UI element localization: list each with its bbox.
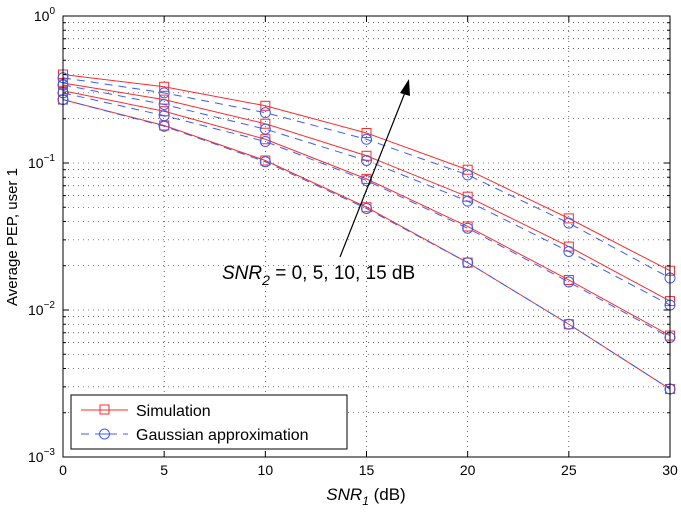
gaussian-marker [158, 120, 170, 132]
gaussian-marker [259, 123, 271, 135]
grid [63, 16, 670, 457]
series-line-gaussian-7 [62, 99, 671, 390]
simulation-marker [462, 164, 473, 175]
legend-box [70, 394, 348, 450]
gaussian-marker [158, 87, 170, 99]
x-tick-label: 25 [561, 462, 577, 478]
gaussian-marker [158, 110, 170, 122]
gaussian-marker [259, 107, 271, 119]
annotation-text: SNR2 = 0, 5, 10, 15 dB [222, 263, 415, 288]
series-line-gaussian-5 [62, 84, 671, 306]
annotation: SNR2 = 0, 5, 10, 15 dB [222, 79, 415, 288]
x-axis-label-unit: (dB) [369, 485, 406, 504]
x-tick-label: 20 [460, 462, 476, 478]
x-tick-label: 30 [662, 462, 678, 478]
gaussian-marker [158, 99, 170, 111]
legend-sim-marker [99, 404, 110, 415]
legend-gauss-label: Gaussian approximation [136, 427, 309, 444]
x-axis-label: SNR1 (dB) [326, 485, 405, 508]
x-tick-label: 0 [59, 462, 67, 478]
series-line-simulation-3 [62, 99, 671, 390]
y-tick-labels: 100 10−1 10−2 10−3 [28, 6, 55, 465]
annotation-arrowhead [400, 79, 410, 96]
gaussian-marker [462, 257, 474, 269]
annotation-arrow-line [339, 89, 407, 258]
legend-sim-label: Simulation [136, 403, 211, 420]
gaussian-marker [259, 136, 271, 148]
simulation-marker [361, 127, 372, 138]
gaussian-marker [462, 222, 474, 234]
x-tick-label: 10 [258, 462, 274, 478]
simulation-marker [563, 213, 574, 224]
gaussian-marker [259, 156, 271, 168]
gaussian-marker [361, 133, 372, 145]
simulation-marker [260, 100, 271, 111]
simulation-marker [260, 118, 271, 129]
curves [57, 69, 676, 395]
x-tick-label: 5 [160, 462, 168, 478]
x-axis-label-sub: 1 [362, 494, 369, 508]
gaussian-marker [361, 203, 372, 215]
x-tick-labels: 0 5 10 15 20 25 30 [59, 462, 678, 478]
x-axis-label-main: SNR [326, 485, 362, 504]
x-tick-label: 15 [359, 462, 375, 478]
gaussian-marker [563, 318, 575, 330]
legend: Simulation Gaussian approximation [70, 394, 348, 450]
y-tick-label: 10−3 [28, 447, 55, 465]
gaussian-marker [361, 175, 372, 187]
gaussian-marker [563, 276, 575, 288]
series-line-gaussian-4 [62, 77, 671, 279]
gaussian-marker [563, 246, 575, 258]
y-tick-label: 10−1 [28, 153, 55, 171]
simulation-marker [159, 81, 170, 92]
gaussian-marker [462, 169, 474, 181]
series-line-gaussian-6 [62, 92, 671, 338]
y-tick-label: 100 [34, 6, 56, 24]
gaussian-marker [462, 195, 474, 207]
gaussian-marker [361, 154, 372, 166]
ticks [62, 16, 671, 458]
y-tick-label: 10−2 [28, 300, 55, 318]
series-line-simulation-2 [62, 90, 671, 337]
y-axis-label: Average PEP, user 1 [4, 168, 21, 306]
gaussian-marker [563, 217, 575, 229]
